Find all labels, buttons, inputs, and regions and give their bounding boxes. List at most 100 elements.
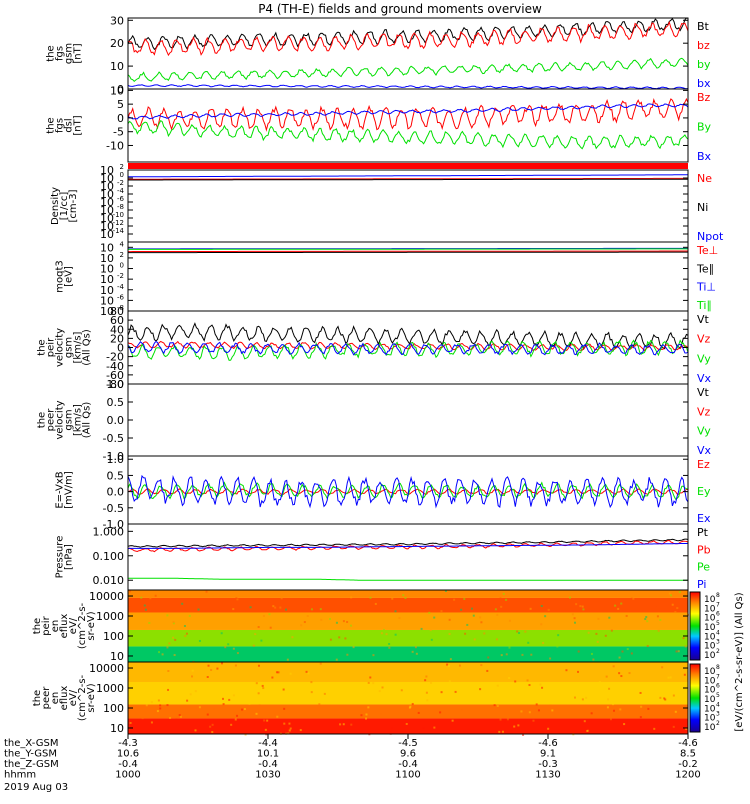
- heatmap-cell: [656, 606, 659, 609]
- heatmap-cell: [138, 691, 141, 694]
- ylabel-peir-eflux: sr-eV): [86, 611, 97, 640]
- ytick-label: 80: [110, 305, 124, 318]
- heatmap-cell: [517, 724, 520, 727]
- ylabel-peir-eflux: (cm^2-s-: [77, 602, 88, 649]
- xaxis-value: 1030: [255, 770, 280, 781]
- ylabel-peer-eflux: eflux: [59, 686, 70, 711]
- ytick-label: 10: [100, 172, 114, 185]
- ytick-label: 10000: [89, 590, 124, 603]
- ylabel-peir-velocity: peir: [46, 337, 57, 357]
- heatmap-cell: [620, 602, 623, 605]
- heatmap-cell: [202, 592, 205, 595]
- heatmap-cell: [254, 633, 257, 636]
- heatmap-cell: [310, 691, 313, 694]
- heatmap-cell: [239, 613, 242, 616]
- heatmap-cell: [236, 652, 239, 655]
- heatmap-cell: [372, 654, 375, 657]
- colorbar-tick-exponent: 2: [716, 648, 720, 655]
- heatmap-cell: [279, 606, 282, 609]
- heatmap-cell: [205, 590, 208, 593]
- heatmap-cell: [557, 634, 560, 637]
- heatmap-cell: [188, 614, 191, 617]
- ylabel-peir-velocity: the: [37, 339, 48, 355]
- heatmap-band-8-0: [128, 646, 688, 662]
- heatmap-cell: [493, 704, 496, 707]
- heatmap-cell: [661, 701, 664, 704]
- heatmap-cell: [581, 698, 584, 701]
- heatmap-cell: [248, 702, 251, 705]
- ytick-label: -1.0: [103, 518, 124, 531]
- legend-peir-velocity: Vt: [697, 313, 710, 326]
- heatmap-cell: [344, 637, 347, 640]
- legend-efield: Ex: [697, 512, 711, 525]
- series-line-vy-peir-velocity: [127, 339, 689, 361]
- heatmap-cell: [542, 633, 545, 636]
- heatmap-cell: [186, 699, 189, 702]
- heatmap-cell: [335, 658, 338, 661]
- heatmap-cell: [505, 653, 508, 656]
- heatmap-cell: [595, 632, 598, 635]
- heatmap-cell: [260, 639, 263, 642]
- heatmap-cell: [167, 670, 170, 673]
- colorbar-tick-exponent: 8: [716, 592, 720, 599]
- heatmap-cell: [541, 686, 544, 689]
- heatmap-cell: [350, 624, 353, 627]
- ytick-label: 10: [100, 196, 114, 209]
- heatmap-cell: [551, 651, 554, 654]
- heatmap-cell: [527, 641, 530, 644]
- heatmap-band-9-1: [128, 704, 688, 719]
- heatmap-cell: [206, 713, 209, 716]
- ylabel-peer-eflux: peer: [41, 686, 52, 710]
- colorbar-tick: 10: [704, 614, 716, 624]
- heatmap-cell: [444, 590, 447, 593]
- heatmap-cell: [249, 606, 252, 609]
- heatmap-cell: [280, 597, 283, 600]
- heatmap-cell: [255, 631, 258, 634]
- panel-frame-density: [127, 169, 689, 243]
- heatmap-cell: [575, 603, 578, 606]
- series-line-bx-fgs-gsm: [127, 84, 689, 90]
- ytick-label-exponent: -2: [117, 272, 124, 280]
- ylabel-fgs-gsm: gsm: [64, 43, 75, 64]
- xaxis-value: -4.5: [398, 738, 418, 749]
- heatmap-cell: [685, 636, 688, 639]
- ytick-label: 40: [110, 323, 124, 336]
- heatmap-cell: [172, 620, 175, 623]
- heatmap-cell: [454, 690, 457, 693]
- xaxis-value: -0.4: [398, 759, 418, 770]
- ylabel-fgs-gsm: fgs: [55, 46, 66, 61]
- legend-pressure: Pt: [697, 526, 709, 539]
- ytick-label: 1000: [96, 610, 124, 623]
- heatmap-cell: [369, 676, 372, 679]
- colorbar-tick: 10: [704, 595, 716, 605]
- heatmap-cell: [429, 629, 432, 632]
- heatmap-cell: [592, 662, 595, 665]
- ylabel-efield: [mV/m]: [64, 471, 75, 509]
- heatmap-cell: [216, 667, 219, 670]
- heatmap-cell: [274, 606, 277, 609]
- heatmap-cell: [209, 725, 212, 728]
- heatmap-cell: [639, 691, 642, 694]
- heatmap-cell: [167, 688, 170, 691]
- heatmap-cell: [667, 718, 670, 721]
- ylabel-peir-eflux: eflux: [59, 614, 70, 639]
- heatmap-cell: [487, 656, 490, 659]
- xaxis-value: -0.2: [678, 759, 698, 770]
- heatmap-cell: [273, 684, 276, 687]
- ylabel-peer-velocity: [km/s]: [73, 404, 84, 436]
- series-line-bx-fgs-dsl: [127, 103, 689, 120]
- heatmap-cell: [438, 701, 441, 704]
- heatmap-cell: [129, 590, 132, 593]
- ylabel-temperature: [eV]: [64, 266, 75, 287]
- series-line-npot-density: [128, 174, 688, 178]
- heatmap-cell: [547, 727, 550, 730]
- heatmap-cell: [433, 668, 436, 671]
- ytick-label: 20: [110, 37, 124, 50]
- heatmap-band-8-1: [128, 629, 688, 647]
- heatmap-cell: [676, 607, 679, 610]
- heatmap-cell: [463, 597, 466, 600]
- ytick-label: -10: [106, 139, 124, 152]
- series-line-vt-peir-velocity: [127, 322, 689, 350]
- heatmap-cell: [539, 683, 542, 686]
- heatmap-cell: [623, 723, 626, 726]
